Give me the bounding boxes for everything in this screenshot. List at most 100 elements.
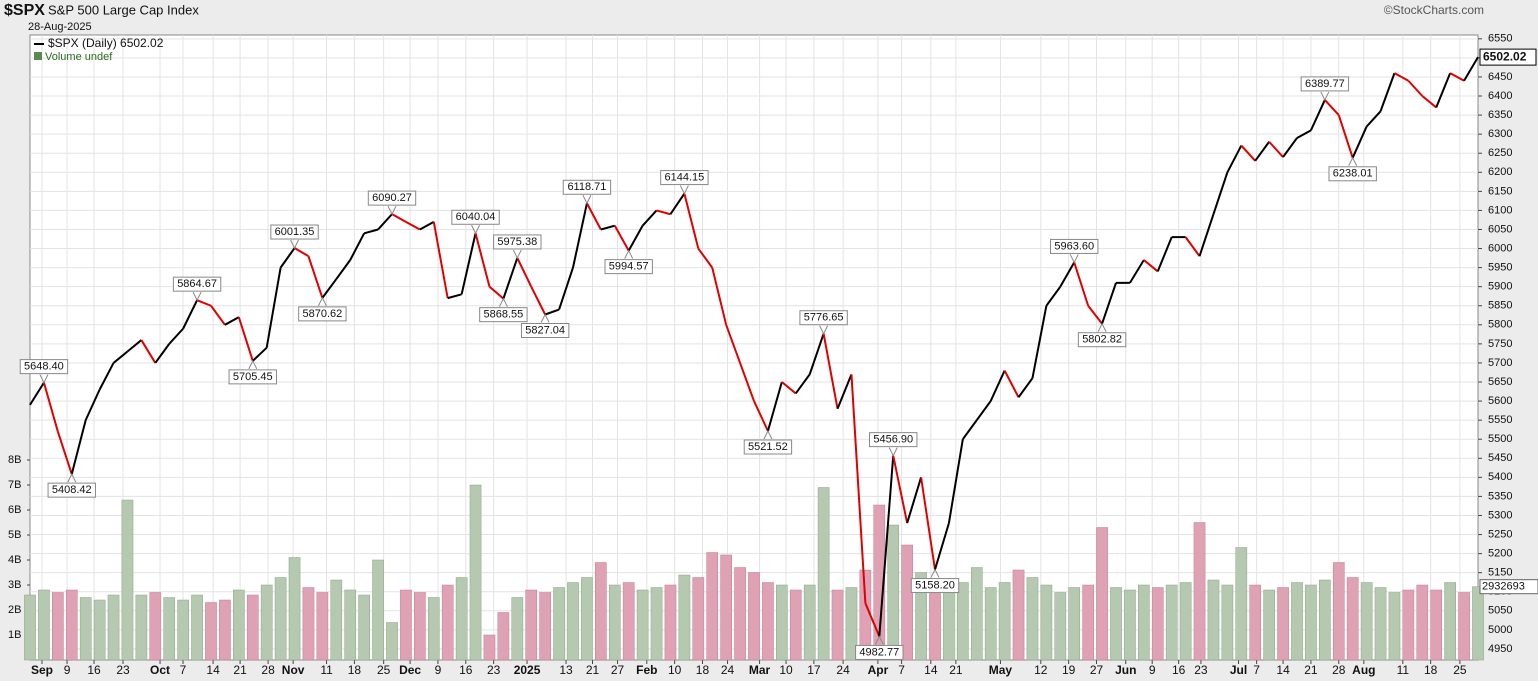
value-label: 5864.67 <box>177 278 217 290</box>
price-segment <box>140 339 157 364</box>
last-volume-label: 2932693 <box>1482 581 1525 593</box>
price-segment <box>335 259 352 280</box>
value-label: 5868.55 <box>484 309 524 321</box>
price-segment <box>474 233 491 287</box>
volume-bar <box>330 579 343 661</box>
last-price-box <box>1479 48 1537 66</box>
label-pointer <box>582 195 592 205</box>
price-segment <box>126 339 143 353</box>
price-segment <box>1073 262 1090 307</box>
volume-bar <box>1138 584 1150 661</box>
price-segment <box>1198 213 1215 257</box>
y-tick-label: 5450 <box>1488 452 1512 464</box>
volume-bar <box>595 562 607 661</box>
price-segment <box>1045 286 1062 307</box>
price-segment <box>766 381 783 432</box>
x-tick-label: 11 <box>320 663 333 677</box>
label-pointer <box>819 325 829 335</box>
label-pointer <box>1097 322 1107 332</box>
x-tick-label: 28 <box>261 663 275 677</box>
y-tick-label: 5400 <box>1488 471 1512 483</box>
chart-title: S&P 500 Large Cap Index <box>48 2 199 17</box>
price-segment <box>154 343 171 364</box>
volume-bar <box>1165 584 1178 661</box>
price-segment <box>349 232 366 261</box>
last-volume-box <box>1479 579 1538 595</box>
label-pointer <box>290 239 299 250</box>
x-tick-label: 17 <box>807 663 821 677</box>
y-tick-label: 6150 <box>1488 185 1512 197</box>
y-tick-label: 5650 <box>1488 376 1512 388</box>
volume-bar <box>692 577 705 661</box>
volume-bar <box>581 577 593 661</box>
price-segment <box>1365 110 1382 128</box>
y2-tick-label: 6B <box>8 504 21 516</box>
volume-bar <box>1068 587 1081 661</box>
value-label-box <box>298 306 347 322</box>
volume-bar <box>636 589 649 661</box>
price-segment <box>1282 137 1298 158</box>
x-tick-label: 28 <box>1332 663 1346 677</box>
value-label: 6001.35 <box>275 226 315 238</box>
volume-bar <box>957 582 969 661</box>
y2-tick-label: 3B <box>8 579 21 591</box>
label-pointer <box>1320 91 1330 102</box>
value-label: 5975.38 <box>497 236 537 248</box>
volume-bar <box>93 599 106 661</box>
x-tick-label: 16 <box>1172 663 1186 677</box>
value-label: 6118.71 <box>567 181 606 193</box>
price-segment <box>447 293 462 300</box>
price-segment <box>279 247 296 269</box>
x-tick-label: Jul <box>1230 663 1247 677</box>
y-tick-label: 5750 <box>1488 338 1512 350</box>
y-tick-label: 5900 <box>1488 281 1512 293</box>
volume-bar <box>1458 592 1470 661</box>
volume-bar <box>1221 584 1234 661</box>
volume-bar <box>831 589 844 661</box>
price-segment <box>906 477 923 524</box>
y-tick-label: 5700 <box>1488 357 1512 369</box>
volume-bar <box>887 524 900 661</box>
price-segment <box>1059 261 1076 288</box>
value-label: 5521.52 <box>748 441 788 453</box>
x-tick-label: 18 <box>1424 663 1438 677</box>
volume-bar <box>260 584 273 661</box>
price-segment <box>822 333 839 409</box>
y-tick-label: 4950 <box>1488 643 1512 655</box>
value-label-box <box>228 369 277 385</box>
volume-bar <box>525 589 538 661</box>
credit: ©StockCharts.com <box>1384 3 1484 17</box>
value-label: 5648.40 <box>24 361 64 373</box>
volume-bar <box>79 597 92 661</box>
volume-bar <box>483 634 496 661</box>
price-segment <box>1226 145 1243 173</box>
price-segment <box>112 350 129 364</box>
x-tick-label: 21 <box>586 663 600 677</box>
price-segment <box>669 193 686 215</box>
volume-bar <box>274 577 287 661</box>
value-label-box <box>172 276 222 292</box>
price-segment <box>1463 56 1479 82</box>
volume-bar <box>817 487 830 661</box>
chart-date: 28-Aug-2025 <box>28 21 92 33</box>
value-label-box <box>1300 76 1350 92</box>
price-segment <box>391 213 407 223</box>
price-segment <box>627 225 644 252</box>
volume-bar <box>1263 589 1275 661</box>
value-label: 5408.42 <box>52 484 92 496</box>
y-tick-label: 6100 <box>1488 204 1512 216</box>
volume-bar <box>372 559 384 661</box>
value-label-box <box>367 190 417 206</box>
volume-bar <box>149 592 162 661</box>
price-segment <box>975 400 992 421</box>
value-label: 6090.27 <box>372 192 412 204</box>
volume-bar <box>135 594 148 661</box>
x-tick-label: May <box>989 663 1013 677</box>
price-segment <box>307 255 324 299</box>
label-pointer <box>387 205 397 216</box>
label-pointer <box>540 313 550 323</box>
x-tick-label: 14 <box>206 663 220 677</box>
price-segment <box>572 203 588 268</box>
price-segment <box>294 247 309 258</box>
